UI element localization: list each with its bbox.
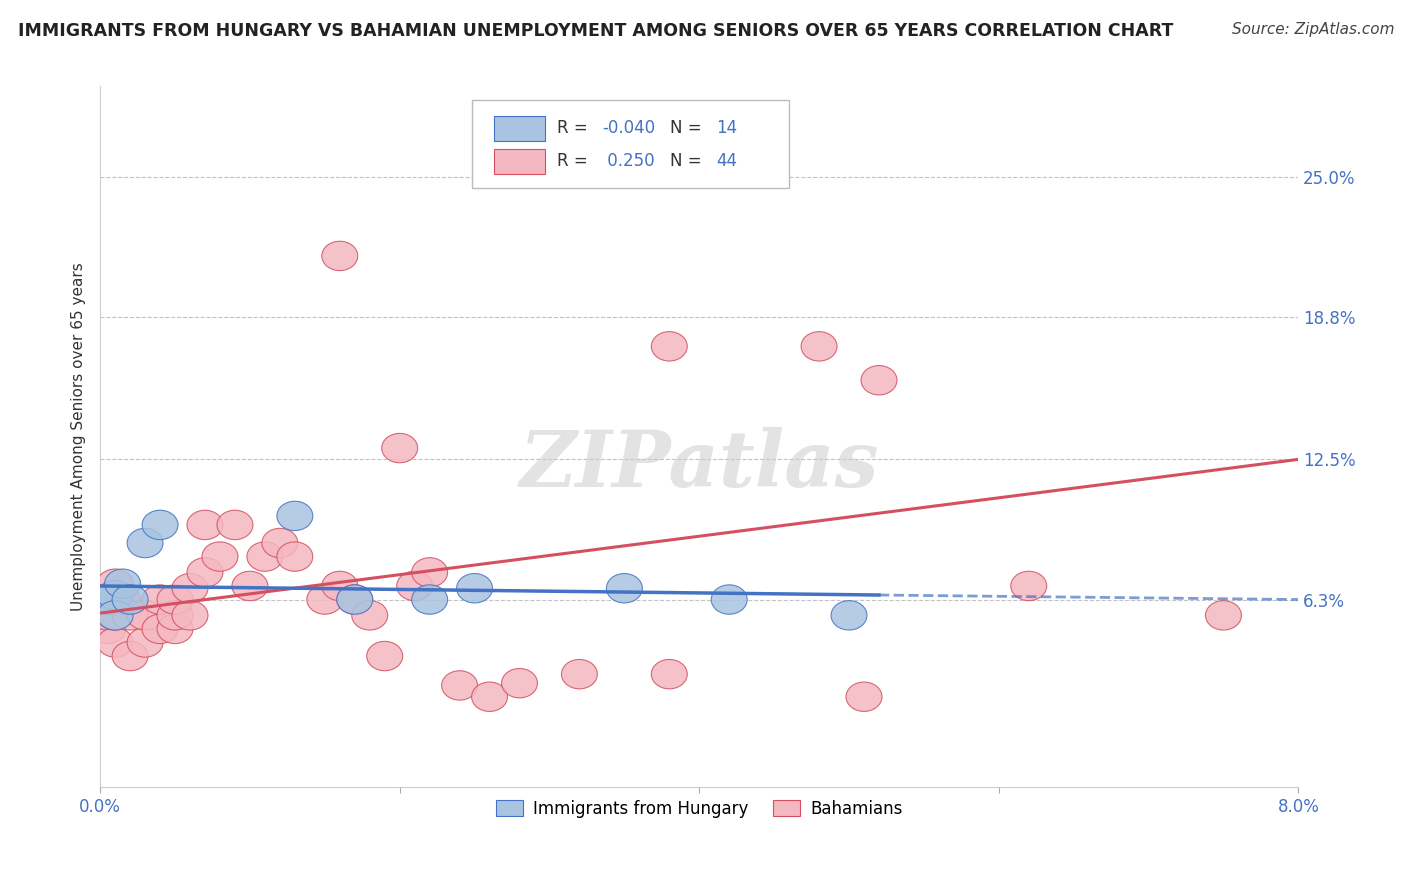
Ellipse shape — [307, 585, 343, 615]
Text: R =: R = — [557, 120, 593, 137]
Ellipse shape — [262, 528, 298, 558]
Ellipse shape — [711, 585, 747, 615]
Ellipse shape — [381, 434, 418, 463]
Ellipse shape — [104, 569, 141, 599]
Ellipse shape — [157, 585, 193, 615]
Ellipse shape — [801, 332, 837, 361]
Ellipse shape — [277, 501, 312, 531]
Ellipse shape — [1011, 571, 1046, 600]
Ellipse shape — [187, 558, 224, 587]
Ellipse shape — [322, 571, 357, 600]
Ellipse shape — [87, 596, 122, 625]
Ellipse shape — [112, 585, 148, 615]
Ellipse shape — [232, 571, 269, 600]
Ellipse shape — [104, 585, 141, 615]
Text: IMMIGRANTS FROM HUNGARY VS BAHAMIAN UNEMPLOYMENT AMONG SENIORS OVER 65 YEARS COR: IMMIGRANTS FROM HUNGARY VS BAHAMIAN UNEM… — [18, 22, 1174, 40]
Ellipse shape — [606, 574, 643, 603]
Ellipse shape — [172, 600, 208, 630]
Ellipse shape — [277, 541, 312, 571]
Ellipse shape — [831, 600, 868, 630]
Ellipse shape — [112, 600, 148, 630]
Ellipse shape — [396, 571, 433, 600]
Ellipse shape — [90, 585, 125, 615]
Ellipse shape — [90, 600, 125, 630]
Y-axis label: Unemployment Among Seniors over 65 years: Unemployment Among Seniors over 65 years — [72, 262, 86, 611]
Ellipse shape — [187, 510, 224, 540]
Text: -0.040: -0.040 — [602, 120, 655, 137]
Text: N =: N = — [671, 120, 707, 137]
Ellipse shape — [142, 585, 179, 615]
Ellipse shape — [127, 600, 163, 630]
Ellipse shape — [367, 641, 402, 671]
Ellipse shape — [412, 558, 447, 587]
Ellipse shape — [860, 366, 897, 395]
Ellipse shape — [97, 600, 134, 630]
Ellipse shape — [471, 682, 508, 712]
Text: 44: 44 — [716, 153, 737, 170]
Ellipse shape — [157, 615, 193, 644]
Ellipse shape — [337, 585, 373, 615]
Ellipse shape — [502, 668, 537, 698]
Ellipse shape — [142, 615, 179, 644]
FancyBboxPatch shape — [495, 149, 544, 174]
FancyBboxPatch shape — [495, 116, 544, 141]
Ellipse shape — [97, 581, 134, 610]
Ellipse shape — [142, 510, 179, 540]
Ellipse shape — [97, 569, 134, 599]
Ellipse shape — [352, 600, 388, 630]
Ellipse shape — [172, 574, 208, 603]
Ellipse shape — [97, 628, 134, 657]
Ellipse shape — [112, 641, 148, 671]
FancyBboxPatch shape — [471, 101, 789, 188]
Ellipse shape — [651, 659, 688, 689]
Text: 0.250: 0.250 — [602, 153, 655, 170]
Ellipse shape — [127, 528, 163, 558]
Ellipse shape — [457, 574, 492, 603]
Text: 14: 14 — [716, 120, 737, 137]
Ellipse shape — [97, 585, 134, 615]
Ellipse shape — [217, 510, 253, 540]
Ellipse shape — [441, 671, 478, 700]
Ellipse shape — [157, 600, 193, 630]
Text: N =: N = — [671, 153, 707, 170]
Ellipse shape — [202, 541, 238, 571]
Text: R =: R = — [557, 153, 593, 170]
Legend: Immigrants from Hungary, Bahamians: Immigrants from Hungary, Bahamians — [489, 793, 908, 824]
Ellipse shape — [90, 615, 125, 644]
Ellipse shape — [651, 332, 688, 361]
Ellipse shape — [322, 241, 357, 270]
Ellipse shape — [97, 600, 134, 630]
Ellipse shape — [337, 585, 373, 615]
Ellipse shape — [127, 628, 163, 657]
Text: Source: ZipAtlas.com: Source: ZipAtlas.com — [1232, 22, 1395, 37]
Ellipse shape — [846, 682, 882, 712]
Ellipse shape — [561, 659, 598, 689]
Ellipse shape — [1205, 600, 1241, 630]
Text: ZIPatlas: ZIPatlas — [520, 426, 879, 503]
Ellipse shape — [412, 585, 447, 615]
Ellipse shape — [247, 541, 283, 571]
